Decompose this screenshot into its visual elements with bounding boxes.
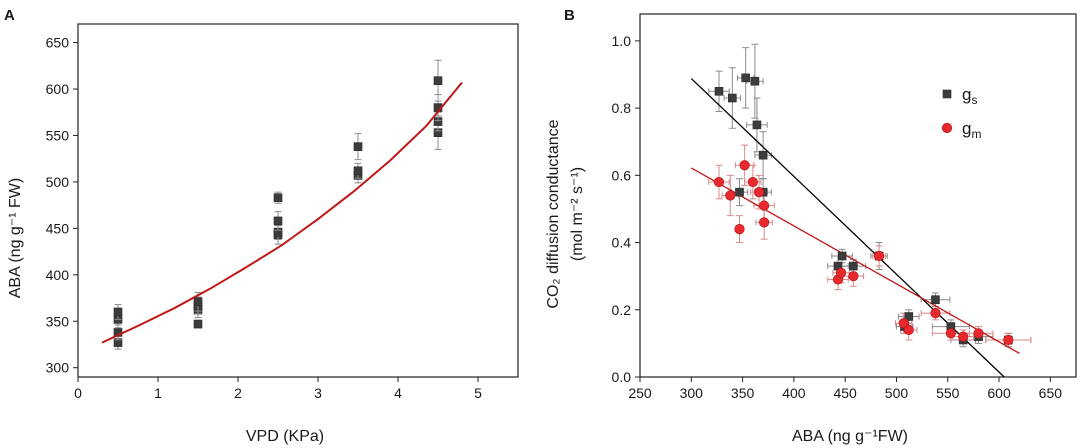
panel-a-x-tick-label: 0 <box>74 385 82 401</box>
panel-b-gs-data-point <box>758 150 768 160</box>
panel-b-y-tick-label: 0.8 <box>612 100 632 116</box>
panel-b-y-tick-label: 0.6 <box>612 167 632 183</box>
panel-b-gs-data-point <box>750 76 760 86</box>
panel-a-y-tick-label: 500 <box>46 174 70 190</box>
panel-label-b: B <box>564 7 575 24</box>
panel-b-gm-data-point <box>713 176 725 188</box>
panel-b-gm-data-point <box>848 271 859 282</box>
legend-label-1: gm <box>962 119 981 141</box>
panel-label-a: A <box>4 7 15 24</box>
panel-a-x-label: VPD (KPa) <box>246 428 324 445</box>
panel-b-x-tick-label: 550 <box>936 385 960 401</box>
panel-a-y-tick-label: 400 <box>46 267 70 283</box>
panel-a-y-tick-label: 450 <box>46 220 70 236</box>
panel-a-x-tick-label: 2 <box>234 385 242 401</box>
panel-b-x-tick-label: 650 <box>1039 385 1063 401</box>
panel-b-gm-data-point <box>1003 334 1014 346</box>
panel-b-x-label: ABA (ng g⁻¹FW) <box>792 428 908 445</box>
panel-a-fit-curve <box>101 81 463 344</box>
panel-a-plot-frame <box>77 23 519 378</box>
panel-b-gm-data-point <box>873 250 885 262</box>
panel-a-data-point <box>353 166 363 176</box>
panel-b-gm-data-point <box>930 308 941 319</box>
panel-b-gm-data-point <box>945 328 956 339</box>
panel-a-data-point <box>433 76 443 85</box>
panel-a-y-tick-label: 300 <box>46 360 70 376</box>
panel-b-y-tick-label: 0.4 <box>612 235 632 251</box>
panel-b-gs-data-point <box>837 251 847 261</box>
panel-b-gm-data-point <box>759 200 770 211</box>
panel-b-gs-data-point <box>849 261 858 271</box>
chart-panel-a: 0 1 2 3 4 5 300 350 400 450 500 550 600 650 <box>46 23 519 401</box>
panel-b-gm-data-point <box>753 187 765 198</box>
panel-b-gs-data-point <box>728 93 737 103</box>
panel-a-x-tick-label: 5 <box>474 385 482 401</box>
panel-b-gm-data-point <box>835 267 847 278</box>
panel-b-gm-data-point <box>739 160 750 171</box>
panel-b-gs-data-point <box>714 87 724 96</box>
panel-a-data-point <box>353 142 363 151</box>
panel-b-x-tick-label: 450 <box>833 385 857 401</box>
panel-b-x-tick-label: 400 <box>782 385 806 401</box>
panel-b-gs-data-point <box>904 312 914 321</box>
panel-a-y-label: ABA (ng g⁻¹ FW) <box>7 178 24 298</box>
panel-b-gs-data-point <box>752 120 762 130</box>
panel-a-data-point <box>193 319 203 329</box>
panel-b-y-label-line2: (mol m⁻² s⁻¹) <box>569 167 586 261</box>
legend-marker-0 <box>942 89 952 99</box>
panel-a-y-tick-label: 550 <box>46 127 70 143</box>
panel-a-x-tick-label: 3 <box>314 385 322 401</box>
chart-panel-b: 250 300 350 400 450 500 550 600 650 0.0 0.2 0.4 0.6 0… <box>612 13 1077 401</box>
panel-b-y-tick-label: 1.0 <box>612 33 632 49</box>
panel-b-gs-data-point <box>735 187 744 197</box>
panel-b-y-label-line1: CO₂ diffusion conductance <box>545 119 562 308</box>
panel-b-gm-data-point <box>898 318 909 329</box>
panel-b-x-tick-label: 600 <box>987 385 1011 401</box>
panel-b-gs-data-point <box>931 295 940 304</box>
panel-b-x-tick-label: 350 <box>731 385 755 401</box>
panel-b-y-tick-label: 0.0 <box>612 369 632 385</box>
panel-b-x-tick-label: 300 <box>680 385 704 401</box>
panel-a-y-tick-label: 600 <box>46 81 70 97</box>
panel-b-gm-data-point <box>903 324 914 336</box>
panel-a-data-point <box>113 307 123 317</box>
panel-b-plot-frame <box>639 13 1077 378</box>
panel-b-gm-fit-line <box>690 167 1020 355</box>
panel-a-y-tick-label: 350 <box>46 313 70 329</box>
panel-b-x-tick-label: 250 <box>628 385 652 401</box>
panel-a-x-tick-label: 1 <box>154 385 162 401</box>
panel-a-data-point <box>193 297 203 307</box>
panel-b-y-tick-label: 0.2 <box>612 302 632 318</box>
legend-marker-1 <box>941 122 953 134</box>
panel-b-gm-data-point <box>725 190 736 201</box>
panel-a-data-point <box>273 193 283 203</box>
panel-b-gm-data-point <box>734 224 745 235</box>
panel-b-gm-data-point <box>958 331 969 342</box>
panel-a-y-tick-label: 650 <box>46 35 70 51</box>
legend-label-0: gs <box>962 85 977 107</box>
panel-b-gs-data-point <box>741 73 750 83</box>
panel-b-gm-data-point <box>973 328 984 339</box>
panel-b-gm-data-point <box>759 217 770 228</box>
panel-b-x-tick-label: 500 <box>885 385 909 401</box>
panel-a-data-point <box>273 216 283 226</box>
panel-b-gm-data-point <box>747 176 758 188</box>
panel-a-x-tick-label: 4 <box>394 385 402 401</box>
